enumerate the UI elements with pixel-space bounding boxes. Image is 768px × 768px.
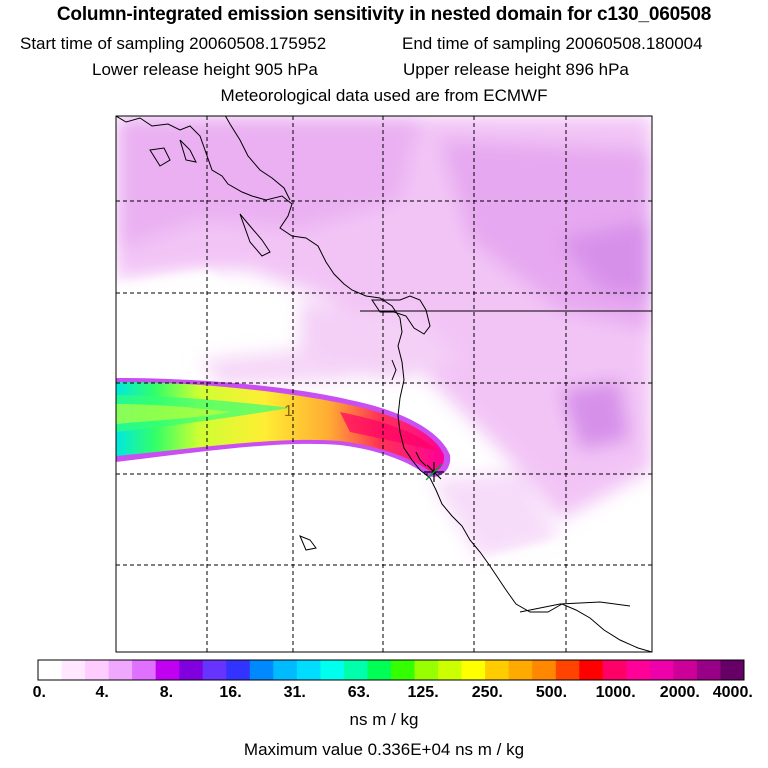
colorbar-tick-label: 16.: [219, 684, 242, 701]
colorbar-segment: [649, 660, 674, 680]
colorbar-segment: [296, 660, 321, 680]
colorbar-segment: [720, 660, 745, 680]
colorbar-segment: [508, 660, 533, 680]
colorbar-tick-label: 63.: [347, 684, 371, 701]
colorbar-segment: [226, 660, 251, 680]
emission-plume: [116, 378, 451, 477]
colorbar-segment: [696, 660, 721, 680]
colorbar-segment: [155, 660, 180, 680]
map-frame: [115, 115, 653, 653]
colorbar-tick-label: 1000.: [595, 684, 636, 701]
colorbar-segment: [61, 660, 86, 680]
background-sensitivity: [116, 116, 652, 560]
start-time: Start time of sampling 20060508.175952: [20, 34, 327, 53]
colorbar-segment: [132, 660, 157, 680]
lower-release-height: Lower release height 905 hPa: [92, 60, 318, 79]
colorbar-segment: [391, 660, 416, 680]
end-time: End time of sampling 20060508.180004: [402, 34, 703, 53]
colorbar-segment: [179, 660, 204, 680]
colorbar-tick-label: 250.: [471, 684, 503, 701]
map-field: 1: [116, 116, 652, 652]
colorbar-segment: [320, 660, 345, 680]
colorbar-segment: [85, 660, 110, 680]
colorbar-segment: [673, 660, 698, 680]
border-line-south: [519, 601, 631, 613]
colorbar-tick-label: 125.: [407, 684, 439, 701]
colorbar-segment: [108, 660, 133, 680]
colorbar-segment: [579, 660, 604, 680]
colorbar-segment: [202, 660, 227, 680]
colorbar-segment: [438, 660, 463, 680]
colorbar-tick-label: 500.: [535, 684, 568, 701]
lat-lon-grid: [116, 116, 652, 652]
upper-release-height: Upper release height 896 hPa: [403, 60, 629, 79]
colorbar-tick-label: 4000.: [712, 684, 753, 701]
colorbar-segment: [555, 660, 580, 680]
coastline: [116, 116, 652, 652]
figure-title: Column-integrated emission sensitivity i…: [56, 4, 712, 25]
colorbar-segment: [602, 660, 627, 680]
colorbar-tick-label: 4.: [95, 684, 109, 701]
maximum-value: Maximum value 0.336E+04 ns m / kg: [243, 740, 525, 759]
colorbar-segment: [532, 660, 557, 680]
colorbar-tick-label: 0.: [32, 684, 47, 701]
colorbar-segment: [343, 660, 368, 680]
colorbar-tick-label: 2000.: [659, 684, 700, 701]
colorbar-frame: [37, 659, 745, 681]
colorbar-segment: [414, 660, 439, 680]
colorbar-tick-label: 31.: [283, 684, 306, 701]
colorbar-segment: [626, 660, 651, 680]
plume-contour-label: 1: [284, 403, 293, 420]
colorbar-segments: [38, 660, 745, 680]
colorbar-segment: [38, 660, 63, 680]
colorbar-segment: [485, 660, 510, 680]
colorbar-tick-label: 8.: [159, 684, 174, 701]
met-data-note: Meteorological data used are from ECMWF: [220, 86, 548, 105]
colorbar-segment: [249, 660, 274, 680]
colorbar-segment: [273, 660, 298, 680]
colorbar-units: ns m / kg: [349, 710, 419, 729]
colorbar-segment: [367, 660, 392, 680]
colorbar-segment: [461, 660, 486, 680]
